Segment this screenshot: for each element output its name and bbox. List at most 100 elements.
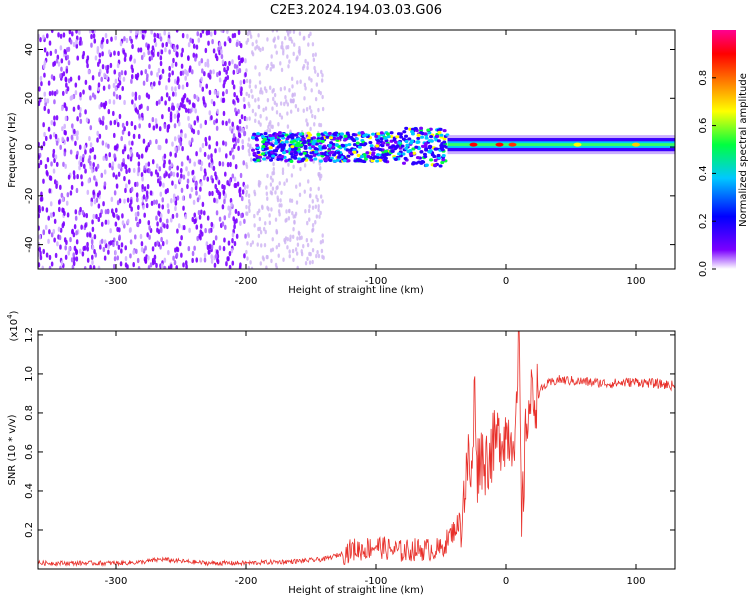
spectrogram-cell (97, 82, 101, 88)
spectrogram-cell (261, 205, 264, 211)
x-tick-label: 100 (626, 276, 645, 287)
spectrogram-cell (345, 131, 350, 135)
spectrogram-cell (286, 124, 290, 129)
spectrogram-cell (303, 189, 306, 194)
spectrogram-cell (105, 74, 109, 81)
spectrogram-cell (282, 151, 287, 155)
spectrogram-cell (302, 243, 305, 249)
spectrogram-cell (137, 166, 141, 172)
spectrogram-cell (214, 148, 217, 154)
spectrogram-cell (263, 132, 268, 136)
spectrogram-cell (293, 42, 296, 47)
spectrogram-cell (198, 60, 201, 67)
spectrogram-cell (92, 162, 95, 168)
spectrogram-cell (129, 156, 133, 162)
spectrogram-cell (166, 223, 169, 230)
spectrogram-cell (195, 190, 198, 196)
spectrogram-cell (150, 55, 154, 61)
spectrogram-cell (188, 99, 191, 105)
spectrogram-cell (295, 184, 298, 189)
spectrogram-cell (223, 184, 226, 191)
spectrogram-cell (286, 236, 290, 242)
spectrogram-cell (113, 145, 117, 151)
spectrogram-cell (71, 123, 74, 129)
spectrogram-cell (175, 252, 179, 258)
spectrogram-cell (168, 38, 171, 45)
spectrogram-cell (52, 211, 55, 217)
spectrogram-cell (299, 79, 302, 84)
spectrogram-cell (274, 190, 277, 195)
spectrogram-cell (248, 145, 252, 150)
spectrogram-cell (368, 140, 373, 145)
spectrogram-cell (173, 113, 177, 119)
spectrogram-cell (112, 91, 116, 97)
spectrogram-cell (63, 129, 67, 136)
spectrogram-cell (411, 147, 416, 151)
spectrogram-cell (290, 198, 294, 204)
spectrogram-cell (236, 181, 240, 187)
spectrogram-cell (171, 141, 174, 147)
spectrogram-cell (370, 159, 375, 163)
spectrogram-cell (67, 174, 71, 180)
spectrogram-cell (129, 253, 132, 259)
spectrogram-cell (250, 266, 254, 269)
spectrogram-cell (193, 212, 197, 218)
spectrogram-cell (242, 96, 246, 103)
spectrogram-cell (78, 40, 82, 46)
spectrogram-cell (414, 161, 419, 165)
spectrogram-cell (192, 199, 196, 205)
spectrogram-cell (185, 81, 189, 88)
spectrogram-cell (177, 121, 181, 127)
spectrogram-cell (237, 145, 240, 151)
spectrogram-cell (172, 171, 176, 178)
spectrogram-cell (287, 216, 291, 221)
spectrogram-cell (279, 198, 282, 203)
spectrogram-cell (154, 241, 157, 247)
spectrogram-cell (259, 87, 263, 92)
spectrogram-cell (253, 223, 256, 228)
spectrogram-cell (321, 239, 325, 244)
spectrogram-cell (228, 60, 231, 67)
spectrogram-cell (85, 58, 89, 64)
snr-y-ticks: 0.20.40.60.81.01.2 (24, 327, 675, 538)
spectrogram-cell (128, 203, 132, 209)
spectrogram-cell (259, 122, 262, 127)
spectrogram-cell (80, 181, 84, 187)
spectrogram-cell (89, 148, 92, 154)
spectrogram-cell (171, 213, 175, 220)
spectrogram-cell (238, 60, 241, 67)
spectrogram-cell (379, 156, 384, 160)
spectrogram-cell (146, 184, 150, 190)
spectrogram-cell (171, 91, 175, 97)
spectrogram-cell (48, 265, 52, 269)
spectrogram-cell (114, 207, 118, 213)
spectrogram-cell (296, 159, 301, 164)
spectrogram-cell (199, 257, 203, 263)
spectrogram-cell (92, 213, 96, 220)
spectrogram-cell (148, 122, 151, 129)
spectrogram-cell (302, 151, 307, 155)
spectrogram-cell (152, 81, 156, 87)
spectrogram-cell (170, 171, 173, 177)
spectrogram-cell (429, 139, 434, 143)
spectrogram-cell (185, 264, 188, 269)
spectrogram-cell (134, 216, 138, 222)
spectrogram-cell (200, 58, 204, 64)
spectrogram-cell (125, 183, 128, 189)
spectrogram-cell (156, 221, 159, 227)
spectrogram-cell (145, 146, 148, 152)
spectrogram-cell (260, 243, 263, 248)
spectrogram-cell (102, 102, 106, 108)
spectrogram-cell (114, 86, 118, 92)
spectrogram-cell (186, 33, 189, 39)
spectrogram-cell (170, 162, 173, 168)
spectrogram-cell (305, 106, 309, 112)
spectrogram-cell (241, 57, 245, 63)
spectrogram-cell (400, 144, 405, 148)
spectrogram-cell (175, 30, 179, 33)
spectrogram-cell (150, 171, 153, 177)
spectrogram-cell (278, 203, 281, 208)
spectrogram-cell (103, 72, 106, 78)
spectrogram-cell (59, 244, 62, 250)
spectrogram-cell (218, 216, 222, 222)
